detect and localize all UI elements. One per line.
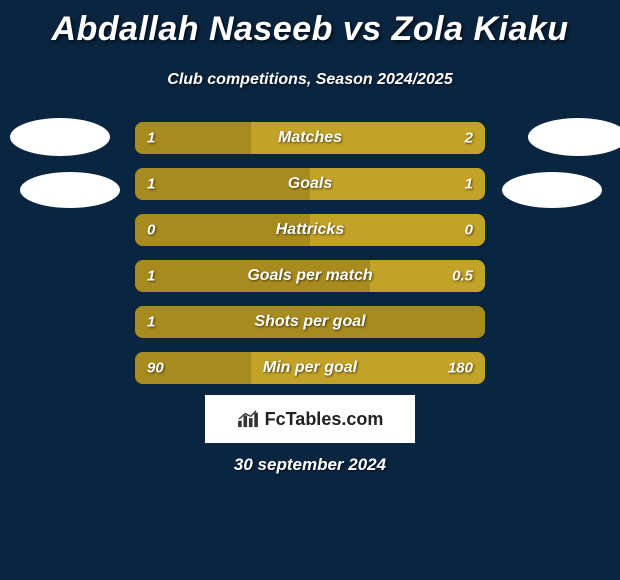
stat-value-right: 2 — [465, 130, 473, 147]
stat-value-left: 90 — [147, 360, 164, 377]
subtitle: Club competitions, Season 2024/2025 — [0, 71, 620, 89]
stat-bar-right-fill — [310, 214, 485, 246]
stat-value-right: 0 — [465, 222, 473, 239]
player-left-avatar-shadow — [20, 172, 120, 208]
stat-bar-left-fill — [135, 214, 310, 246]
stat-value-right: 1 — [465, 176, 473, 193]
stat-value-left: 0 — [147, 222, 155, 239]
stat-value-left: 1 — [147, 314, 155, 331]
player-right-avatar-shadow — [502, 172, 602, 208]
bar-chart-icon — [237, 410, 259, 428]
page-title: Abdallah Naseeb vs Zola Kiaku — [0, 0, 620, 49]
stat-bar: 00Hattricks — [135, 214, 485, 246]
stat-value-left: 1 — [147, 130, 155, 147]
stat-value-left: 1 — [147, 176, 155, 193]
stat-bar: 1Shots per goal — [135, 306, 485, 338]
stat-bar: 12Matches — [135, 122, 485, 154]
stat-bar: 10.5Goals per match — [135, 260, 485, 292]
player-left-avatar — [10, 118, 110, 156]
stat-bar: 90180Min per goal — [135, 352, 485, 384]
stat-bar-right-fill — [310, 168, 485, 200]
stat-bar-left-fill — [135, 168, 310, 200]
logo-box: FcTables.com — [205, 395, 415, 443]
logo-text: FcTables.com — [265, 409, 384, 430]
player-right-avatar — [528, 118, 620, 156]
stat-bar-right-fill — [251, 122, 486, 154]
date-text: 30 september 2024 — [0, 455, 620, 475]
stat-value-right: 0.5 — [452, 268, 473, 285]
stat-bar-left-fill — [135, 306, 485, 338]
comparison-bars: 12Matches11Goals00Hattricks10.5Goals per… — [135, 122, 485, 398]
stat-value-left: 1 — [147, 268, 155, 285]
stat-value-right: 180 — [448, 360, 473, 377]
stat-bar-left-fill — [135, 260, 370, 292]
stat-bar: 11Goals — [135, 168, 485, 200]
